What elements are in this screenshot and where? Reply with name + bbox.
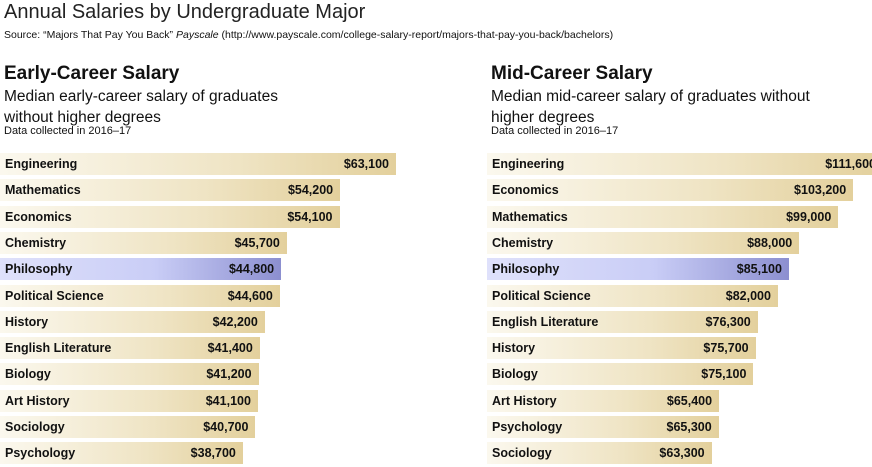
early-bar-philosophy: Philosophy $44,800 [0,258,282,281]
bar-category-label: History [492,341,536,356]
bar-category-label: Art History [492,393,557,408]
mid-bar-engineering: Engineering $111,600 [487,153,872,175]
early-bar-political-science: Political Science $44,600 [0,284,280,307]
bar-category-label: Political Science [5,288,104,303]
bar-value-label: $40,700 [203,420,249,434]
bar-value-label: $103,200 [794,183,847,198]
bar-value-label: $75,700 [703,341,749,356]
bar-value-label: $41,200 [206,367,252,382]
mid-bar-philosophy: Philosophy $85,100 [487,258,789,281]
bar-category-label: Chemistry [5,235,67,250]
bar-category-label: Mathematics [492,209,568,224]
mid-career-note: Data collected in 2016–17 [491,125,619,137]
bar-value-label: $65,300 [666,420,712,434]
bar-value-label: $76,300 [705,314,751,329]
bar-category-label: Engineering [492,157,565,171]
early-bar-engineering: Engineering $63,100 [0,153,396,175]
early-bar-economics: Economics $54,100 [0,205,340,228]
early-bar-english-literature: English Literature $41,400 [0,337,260,360]
bar-value-label: $38,700 [190,446,236,461]
early-career-subtitle: Median early-career salary of graduates … [4,88,278,126]
bar-category-label: Political Science [492,288,591,303]
bar-category-label: Philosophy [5,262,73,277]
bar-category-label: Art History [5,393,70,408]
bar-value-label: $41,400 [207,341,253,356]
mid-bar-biology: Biology $75,100 [487,363,754,386]
mid-bar-history: History $75,700 [487,337,756,360]
bar-value-label: $41,100 [205,393,251,408]
source-publisher: Payscale [175,29,219,41]
bar-category-label: Sociology [492,446,552,461]
bar-value-label: $65,400 [666,393,713,408]
bar-value-label: $88,000 [747,235,793,250]
early-bar-history: History $42,200 [0,310,265,333]
mid-bar-sociology: Sociology $63,300 [487,442,712,465]
bar-value-label: $99,000 [786,209,832,224]
bar-value-label: $42,200 [212,314,258,329]
early-bar-biology: Biology $41,200 [0,363,259,386]
chart-title: Annual Salaries by Undergraduate Major [4,1,366,23]
bar-value-label: $75,100 [701,367,747,382]
bar-category-label: English Literature [492,314,599,329]
bar-value-label: $45,700 [234,235,280,250]
bar-category-label: Biology [5,367,51,382]
bar-category-label: Sociology [5,420,65,434]
bar-value-label: $44,600 [227,288,273,303]
early-bar-mathematics: Mathematics $54,200 [0,179,341,202]
mid-bar-psychology: Psychology $65,300 [487,416,719,438]
bar-value-label: $85,100 [736,262,782,277]
bar-category-label: Psychology [492,420,563,434]
early-career-panel: Early-Career Salary Median early-career … [0,62,396,467]
source-line: Source: “Majors That Pay You Back” Paysc… [4,28,613,42]
early-bar-psychology: Psychology $38,700 [0,442,243,465]
bar-value-label: $54,200 [287,183,334,198]
mid-career-subtitle: Median mid-career salary of graduates wi… [491,88,810,126]
mid-career-title: Mid-Career Salary [491,63,653,84]
bar-category-label: English Literature [5,341,112,356]
bar-category-label: Philosophy [492,262,560,277]
bar-value-label: $54,100 [287,209,333,224]
bar-category-label: Psychology [5,446,76,461]
mid-bar-art-history: Art History $65,400 [487,389,720,412]
bar-category-label: Economics [492,183,559,198]
source-prefix: Source: “Majors That Pay You Back” [4,29,174,41]
source-url: (http://www.payscale.com/college-salary-… [221,29,614,41]
bar-category-label: Chemistry [492,235,554,250]
mid-bar-chemistry: Chemistry $88,000 [487,231,800,254]
mid-bar-economics: Economics $103,200 [487,179,854,202]
mid-career-panel: Mid-Career Salary Median mid-career sala… [487,62,872,467]
bar-value-label: $82,000 [725,288,771,303]
early-career-title: Early-Career Salary [4,63,180,84]
bar-category-label: Mathematics [5,183,81,198]
bar-value-label: $63,300 [659,446,705,461]
early-bar-art-history: Art History $41,100 [0,389,258,412]
bar-value-label: $44,800 [228,262,275,277]
mid-bar-political-science: Political Science $82,000 [487,284,778,307]
bar-category-label: Engineering [5,157,78,171]
bar-category-label: History [5,314,49,329]
bar-category-label: Economics [5,209,72,224]
mid-bar-mathematics: Mathematics $99,000 [487,205,839,228]
early-career-note: Data collected in 2016–17 [4,125,132,137]
early-bar-chemistry: Chemistry $45,700 [0,231,287,254]
bar-category-label: Biology [492,367,538,382]
bar-value-label: $111,600 [825,157,872,171]
bar-value-label: $63,100 [343,157,389,171]
early-bar-sociology: Sociology $40,700 [0,416,256,438]
mid-bar-english-literature: English Literature $76,300 [487,310,758,333]
